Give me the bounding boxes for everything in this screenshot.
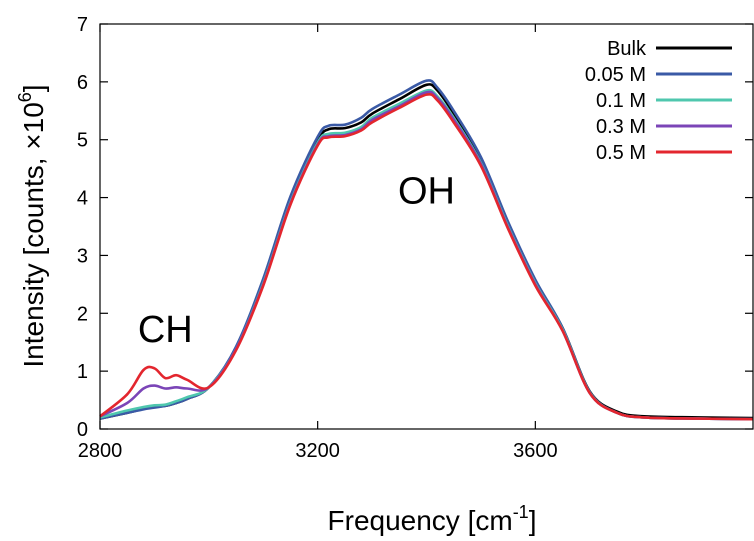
plot-curves <box>99 79 754 421</box>
y-tick-label: 3 <box>77 245 88 267</box>
x-axis: 2800 3200 3600 <box>78 24 558 462</box>
y-tick-label: 1 <box>77 361 88 383</box>
legend-label-0-3-m: 0.3 M <box>596 116 646 138</box>
series-line-bulk <box>99 83 754 420</box>
y-tick-label: 4 <box>77 188 88 210</box>
y-axis-title: Intensity [counts, ×106] <box>15 84 49 367</box>
y-tick-label: 7 <box>77 14 88 36</box>
y-axis: 0 1 2 3 4 5 6 7 <box>77 14 753 441</box>
y-tick-label: 2 <box>77 303 88 325</box>
legend-label-0-5-m: 0.5 M <box>596 142 646 164</box>
x-tick-label: 3600 <box>513 440 558 462</box>
x-axis-title: Frequency [cm-1] <box>328 502 537 536</box>
legend-label-0-1-m: 0.1 M <box>596 90 646 112</box>
y-axis-title-exponent: 6 <box>15 92 35 102</box>
y-tick-label: 6 <box>77 72 88 94</box>
x-tick-label: 2800 <box>78 440 123 462</box>
series-line-0-05-m <box>99 79 754 421</box>
series-line-0-5-m <box>99 92 754 421</box>
annotation-ch: CH <box>138 309 193 351</box>
y-tick-label: 0 <box>77 419 88 441</box>
series-line-0-3-m <box>99 90 754 421</box>
x-tick-label: 3200 <box>295 440 340 462</box>
x-axis-title-exponent: -1 <box>513 502 529 522</box>
legend-label-0-05-m: 0.05 M <box>585 64 646 86</box>
legend-label-bulk: Bulk <box>607 38 647 60</box>
plot-frame <box>99 23 754 430</box>
legend: Bulk 0.05 M 0.1 M 0.3 M 0.5 M <box>585 38 732 164</box>
annotations: CH OH <box>138 170 455 351</box>
annotation-oh: OH <box>398 170 455 212</box>
y-tick-label: 5 <box>77 130 88 152</box>
series-line-0-1-m <box>99 88 754 421</box>
